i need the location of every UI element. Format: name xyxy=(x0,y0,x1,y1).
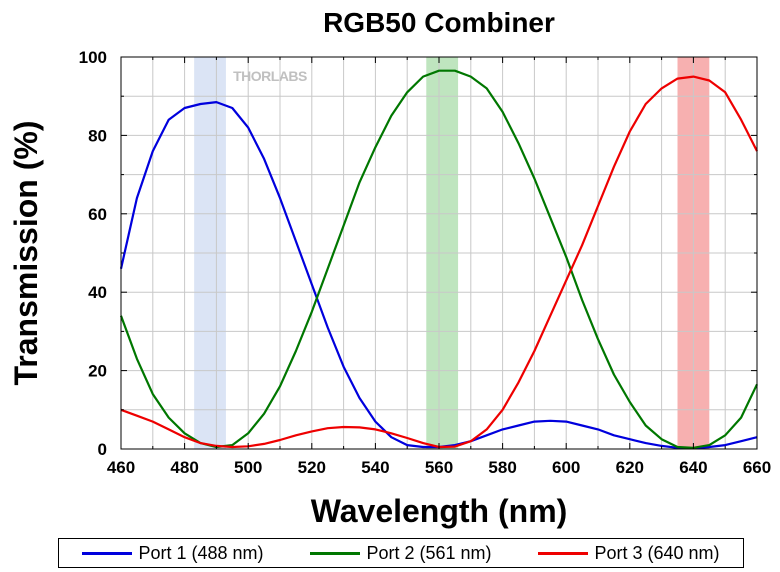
grid xyxy=(121,57,757,449)
x-tick-label: 660 xyxy=(743,458,771,477)
chart-legend: Port 1 (488 nm) Port 2 (561 nm) Port 3 (64… xyxy=(58,538,744,568)
x-tick-label: 480 xyxy=(170,458,198,477)
x-tick-label: 620 xyxy=(616,458,644,477)
y-tick-label: 0 xyxy=(98,440,107,459)
legend-item-port-1: Port 1 (488 nm) xyxy=(82,542,264,564)
thorlabs-watermark: THORLABS xyxy=(233,68,307,84)
chart-svg: RGB50 Combiner THORLABS 460 480 500 520 540 5… xyxy=(8,7,771,529)
legend-swatch xyxy=(82,551,133,555)
legend-label: Port 2 (561 nm) xyxy=(366,542,492,563)
legend-label: Port 3 (640 nm) xyxy=(594,542,720,563)
x-tick-label: 560 xyxy=(425,458,453,477)
x-tick-labels: 460 480 500 520 540 560 580 600 620 640 660 xyxy=(107,458,771,477)
x-tick-label: 500 xyxy=(234,458,262,477)
legend-label: Port 1 (488 nm) xyxy=(138,542,264,563)
y-tick-labels: 0 20 40 60 80 100 xyxy=(79,48,107,459)
y-axis-label: Transmission (%) xyxy=(8,121,44,386)
x-tick-label: 600 xyxy=(552,458,580,477)
x-tick-label: 540 xyxy=(361,458,389,477)
y-tick-label: 100 xyxy=(79,48,107,67)
legend-swatch xyxy=(538,551,589,555)
x-tick-label: 580 xyxy=(488,458,516,477)
x-axis-label: Wavelength (nm) xyxy=(311,493,568,529)
chart-title: RGB50 Combiner xyxy=(323,7,555,38)
x-tick-label: 640 xyxy=(679,458,707,477)
legend-swatch xyxy=(310,551,361,555)
y-tick-label: 80 xyxy=(88,126,107,145)
axis-ticks xyxy=(120,56,758,450)
legend-item-port-2: Port 2 (561 nm) xyxy=(310,542,492,564)
x-tick-label: 460 xyxy=(107,458,135,477)
y-tick-label: 60 xyxy=(88,205,107,224)
legend-item-port-3: Port 3 (640 nm) xyxy=(538,542,720,564)
y-tick-label: 40 xyxy=(88,283,107,302)
x-tick-label: 520 xyxy=(298,458,326,477)
y-tick-label: 20 xyxy=(88,362,107,381)
